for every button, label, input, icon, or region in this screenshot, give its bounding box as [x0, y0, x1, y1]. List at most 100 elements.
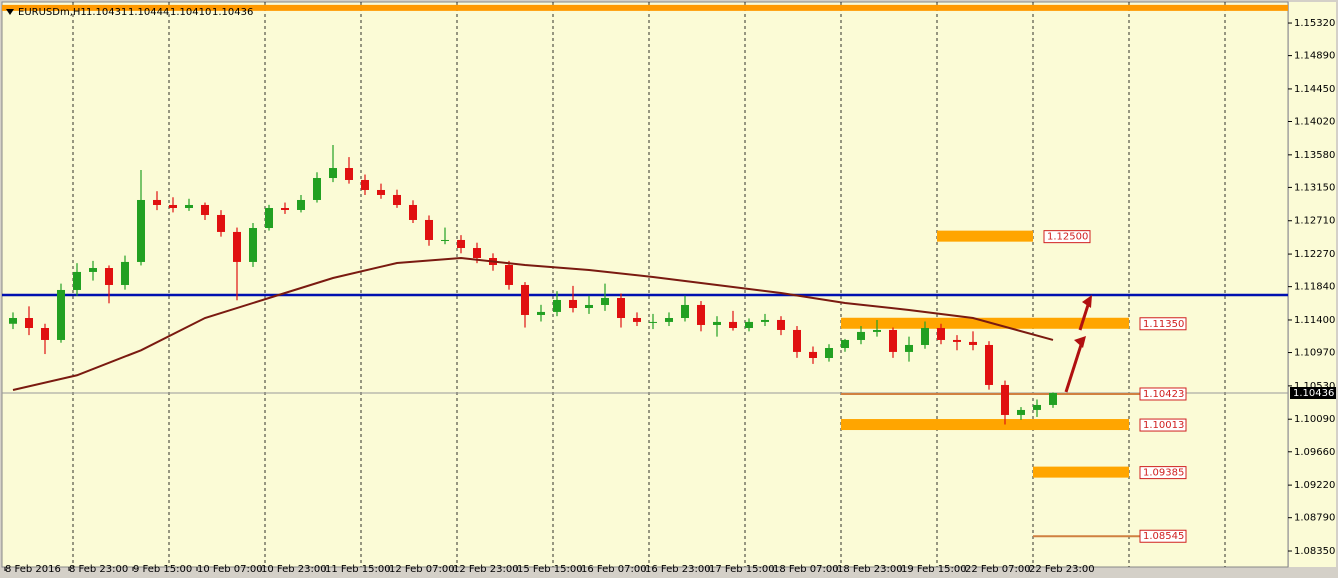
arrow-head — [1082, 295, 1092, 308]
candle-body — [25, 318, 33, 329]
zone-label-box — [1139, 466, 1187, 480]
menu-triangle[interactable] — [6, 9, 14, 15]
candle-body — [633, 318, 641, 322]
candle-body — [361, 179, 369, 190]
candle-body — [377, 189, 385, 195]
candle-body — [281, 208, 289, 210]
candle-body — [665, 318, 673, 322]
x-tick-label: 19 Feb 15:00 — [901, 564, 967, 575]
zone — [937, 230, 1033, 242]
zone-label-box — [1139, 418, 1187, 432]
candle-body — [649, 321, 657, 323]
header-value: 1.10444 — [128, 7, 169, 18]
candle-body — [729, 321, 737, 329]
arrow-head — [1074, 336, 1086, 348]
zone — [841, 419, 1129, 431]
candle-body — [329, 168, 337, 179]
zone-label: 1.10013 — [1143, 420, 1184, 431]
header-value: 1.10410 — [170, 7, 211, 18]
x-tick-label: 22 Feb 07:00 — [965, 564, 1031, 575]
candle-body — [697, 304, 705, 325]
candle-body — [585, 304, 593, 309]
candle-body — [617, 298, 625, 319]
arrow — [1078, 304, 1090, 331]
y-tick-label: 1.14020 — [1294, 117, 1335, 128]
plot-area — [1, 1, 1289, 568]
marks — [2, 4, 1288, 538]
candle-body — [89, 268, 97, 272]
candle-body — [153, 199, 161, 205]
y-tick-label: 1.11400 — [1294, 315, 1335, 326]
header-value: 1.10431 — [86, 7, 127, 18]
candle-body — [425, 219, 433, 240]
y-tick-label: 1.08350 — [1294, 546, 1335, 557]
price-axis — [1289, 2, 1336, 567]
x-tick-label: 12 Feb 07:00 — [389, 564, 455, 575]
x-tick-label: 16 Feb 23:00 — [645, 564, 711, 575]
current-price-box — [1290, 386, 1336, 399]
candle-body — [841, 339, 849, 349]
y-tick-label: 1.09220 — [1294, 480, 1335, 491]
candle-body — [969, 341, 977, 345]
zone-label: 1.09385 — [1143, 468, 1184, 479]
candle-body — [393, 194, 401, 205]
candle-body — [985, 344, 993, 385]
y-tick-label: 1.09660 — [1294, 447, 1335, 458]
x-tick-label: 10 Feb 23:00 — [261, 564, 327, 575]
candle-body — [825, 348, 833, 359]
candle-body — [41, 328, 49, 340]
candle-body — [137, 199, 145, 262]
level-label: 1.10423 — [1143, 389, 1184, 400]
candle-body — [553, 299, 561, 312]
candle-body — [537, 311, 545, 315]
y-tick-label: 1.13150 — [1294, 182, 1335, 193]
candle-body — [521, 284, 529, 315]
x-tick-label: 17 Feb 15:00 — [709, 564, 775, 575]
candle-body — [921, 328, 929, 345]
y-tick-label: 1.14450 — [1294, 84, 1335, 95]
x-tick-label: 12 Feb 23:00 — [453, 564, 519, 575]
candle-body — [889, 329, 897, 352]
moving-average — [12, 257, 1054, 391]
candle-body — [9, 318, 17, 324]
y-tick-label: 1.15320 — [1294, 18, 1335, 29]
zone — [1033, 466, 1129, 478]
x-tick-label: 8 Feb 2016 — [5, 564, 61, 575]
candle-body — [937, 328, 945, 340]
zone-label-box — [1139, 317, 1187, 331]
candle-body — [249, 228, 257, 262]
candle-body — [873, 329, 881, 332]
candle-body — [601, 298, 609, 305]
candle-body — [745, 321, 753, 329]
y-tick-label: 1.10090 — [1294, 414, 1335, 425]
x-tick-label: 18 Feb 07:00 — [773, 564, 839, 575]
y-tick-label: 1.08790 — [1294, 513, 1335, 524]
candle-body — [297, 199, 305, 210]
candle-body — [169, 204, 177, 209]
candle-body — [185, 204, 193, 209]
candle-body — [217, 214, 225, 232]
candle-body — [953, 339, 961, 342]
candle-body — [201, 204, 209, 215]
candle-body — [409, 204, 417, 220]
y-tick-label: 1.14890 — [1294, 51, 1335, 62]
x-tick-label: 11 Feb 15:00 — [325, 564, 391, 575]
candle-body — [265, 208, 273, 229]
y-tick-label: 1.12270 — [1294, 249, 1335, 260]
candle-body — [777, 319, 785, 330]
level-label-box — [1139, 529, 1187, 543]
candle-body — [1033, 404, 1041, 410]
candle-body — [1017, 409, 1025, 415]
candle-body — [761, 319, 769, 322]
candle-body — [57, 289, 65, 340]
candle-body — [233, 231, 241, 262]
x-tick-label: 10 Feb 07:00 — [197, 564, 263, 575]
zone — [841, 317, 1129, 329]
candle-body — [809, 351, 817, 359]
y-tick-label: 1.11840 — [1294, 282, 1335, 293]
zone-label-box — [1043, 230, 1091, 244]
symbol: EURUSDm,H1 — [18, 7, 87, 18]
x-tick-label: 15 Feb 15:00 — [517, 564, 583, 575]
candle-body — [121, 261, 129, 285]
